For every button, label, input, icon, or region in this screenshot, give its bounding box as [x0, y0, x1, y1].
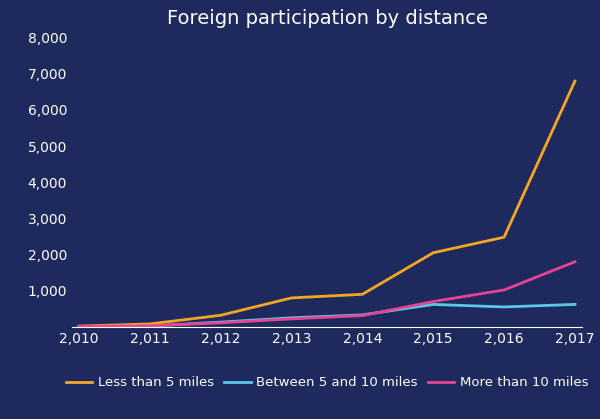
- Between 5 and 10 miles: [430, 302, 437, 307]
- More than 10 miles: [571, 259, 578, 264]
- Between 5 and 10 miles: [288, 315, 295, 320]
- Less than 5 miles: [430, 250, 437, 255]
- More than 10 miles: [288, 316, 295, 321]
- Line: More than 10 miles: More than 10 miles: [79, 262, 575, 326]
- Less than 5 miles: [500, 235, 508, 240]
- Less than 5 miles: [359, 292, 366, 297]
- Between 5 and 10 miles: [359, 313, 366, 318]
- Line: Less than 5 miles: Less than 5 miles: [79, 81, 575, 326]
- Line: Between 5 and 10 miles: Between 5 and 10 miles: [79, 305, 575, 327]
- More than 10 miles: [430, 299, 437, 304]
- Less than 5 miles: [146, 321, 154, 326]
- Between 5 and 10 miles: [217, 320, 224, 325]
- Legend: Less than 5 miles, Between 5 and 10 miles, More than 10 miles: Less than 5 miles, Between 5 and 10 mile…: [61, 371, 593, 395]
- More than 10 miles: [76, 324, 83, 329]
- Less than 5 miles: [571, 78, 578, 83]
- Between 5 and 10 miles: [500, 305, 508, 310]
- Less than 5 miles: [288, 295, 295, 300]
- Title: Foreign participation by distance: Foreign participation by distance: [167, 9, 487, 28]
- More than 10 miles: [359, 313, 366, 318]
- Less than 5 miles: [76, 323, 83, 328]
- Between 5 and 10 miles: [76, 324, 83, 329]
- Less than 5 miles: [217, 313, 224, 318]
- More than 10 miles: [500, 287, 508, 292]
- More than 10 miles: [146, 323, 154, 328]
- Between 5 and 10 miles: [571, 302, 578, 307]
- More than 10 miles: [217, 321, 224, 326]
- Between 5 and 10 miles: [146, 323, 154, 328]
